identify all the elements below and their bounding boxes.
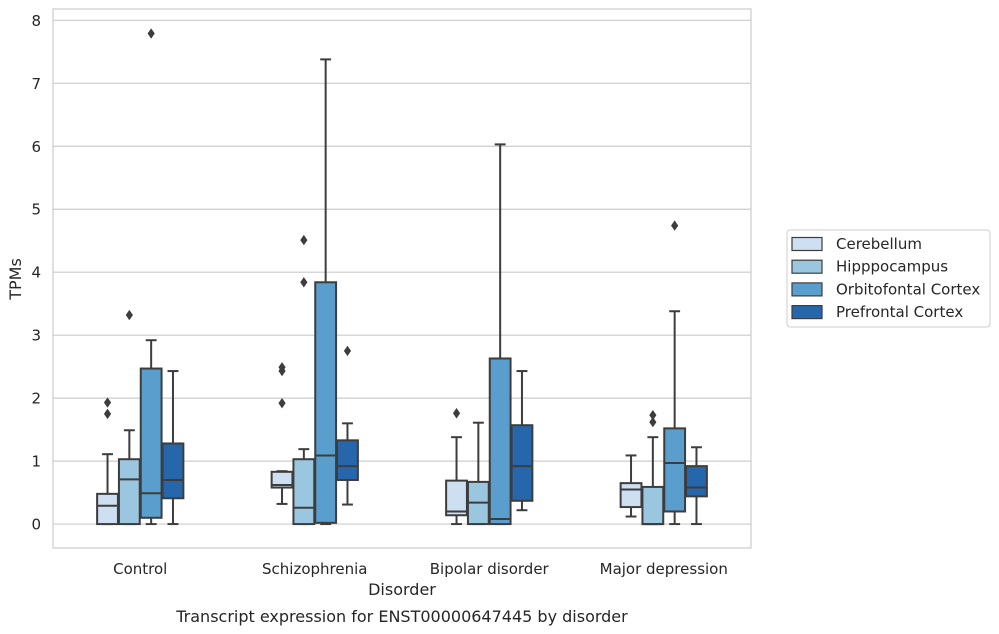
outlier-point — [343, 345, 352, 357]
outlier-point — [649, 416, 657, 428]
box-iqr — [445, 479, 468, 517]
box-major-depression-orbitofontal-cortex — [663, 220, 687, 526]
x-axis-title: Disorder — [368, 580, 436, 599]
box-major-depression-cerebellum — [619, 454, 643, 518]
outlier-point — [103, 408, 112, 420]
box-iqr — [139, 367, 163, 519]
box-iqr — [488, 357, 512, 526]
outlier-point — [452, 408, 461, 419]
box-bipolar-disorder-prefrontal-cortex — [510, 370, 534, 512]
outlier-point — [671, 220, 679, 231]
x-tick-label-control: Control — [113, 560, 167, 578]
outlier-point — [125, 309, 133, 321]
legend-frame — [786, 229, 991, 328]
outlier-point — [300, 277, 308, 288]
box-iqr — [117, 458, 141, 526]
legend-swatch-orbitofontal-cortex — [791, 282, 823, 297]
box-control-cerebellum — [96, 397, 119, 526]
y-tick-label-7: 7 — [31, 75, 41, 93]
box-iqr — [336, 439, 359, 481]
y-tick-label-5: 5 — [31, 201, 41, 219]
boxes-layer — [96, 28, 708, 526]
plot-area-frame — [52, 8, 752, 549]
box-iqr — [314, 281, 338, 524]
box-schizophrenia-hipppocampus — [292, 234, 316, 526]
box-iqr — [619, 482, 643, 509]
outlier-point — [278, 362, 286, 373]
y-tick-label-8: 8 — [31, 12, 41, 30]
box-bipolar-disorder-hipppocampus — [466, 421, 490, 526]
box-iqr — [161, 442, 185, 500]
legend-label-cerebellum: Cerebellum — [836, 235, 922, 253]
y-tick-label-0: 0 — [31, 516, 41, 534]
legend-swatch-cerebellum — [791, 236, 823, 252]
x-tick-label-bipolar-disorder: Bipolar disorder — [430, 560, 550, 578]
box-major-depression-hipppocampus — [641, 409, 665, 526]
y-tick-label-1: 1 — [31, 453, 41, 471]
box-iqr — [663, 427, 687, 513]
y-tick-label-6: 6 — [31, 138, 41, 156]
box-schizophrenia-cerebellum — [270, 362, 294, 505]
chart-title: Transcript expression for ENST0000064744… — [175, 607, 628, 626]
box-control-orbitofontal-cortex — [139, 28, 163, 526]
legend: Cerebellum Hipppocampus Orbitofontal Corte… — [786, 229, 991, 328]
box-iqr — [292, 458, 316, 526]
legend-label-hipppocampus: Hipppocampus — [836, 258, 948, 276]
box-control-hipppocampus — [117, 309, 141, 526]
y-tick-label-2: 2 — [31, 390, 41, 408]
box-iqr — [641, 485, 665, 526]
outlier-point — [147, 28, 155, 39]
outlier-point — [649, 409, 657, 421]
outlier-point — [103, 397, 112, 408]
box-major-depression-prefrontal-cortex — [685, 446, 708, 526]
x-tick-label-schizophrenia: Schizophrenia — [262, 560, 367, 578]
box-bipolar-disorder-cerebellum — [445, 408, 468, 526]
x-tick-labels: Control Schizophrenia Bipolar disorder Majo… — [113, 560, 728, 578]
legend-swatch-hipppocampus — [791, 259, 823, 274]
y-axis-title: TPMs — [6, 258, 25, 301]
box-schizophrenia-prefrontal-cortex — [336, 345, 359, 506]
y-tick-label-4: 4 — [31, 264, 41, 282]
outlier-point — [278, 397, 286, 409]
box-iqr — [685, 465, 708, 498]
legend-swatch-prefrontal-cortex — [791, 305, 823, 320]
y-tick-label-3: 3 — [31, 327, 41, 345]
x-tick-label-major-depression: Major depression — [600, 560, 728, 578]
box-bipolar-disorder-orbitofontal-cortex — [488, 143, 512, 526]
box-control-prefrontal-cortex — [161, 370, 185, 526]
legend-label-prefrontal-cortex: Prefrontal Cortex — [836, 303, 963, 321]
box-schizophrenia-orbitofontal-cortex — [314, 58, 338, 526]
legend-label-orbitofontal-cortex: Orbitofontal Cortex — [836, 280, 980, 298]
box-iqr — [510, 424, 534, 502]
box-iqr — [96, 492, 119, 526]
outlier-point — [300, 234, 308, 246]
y-tick-labels: 0 1 2 3 4 5 6 7 8 — [31, 12, 41, 534]
